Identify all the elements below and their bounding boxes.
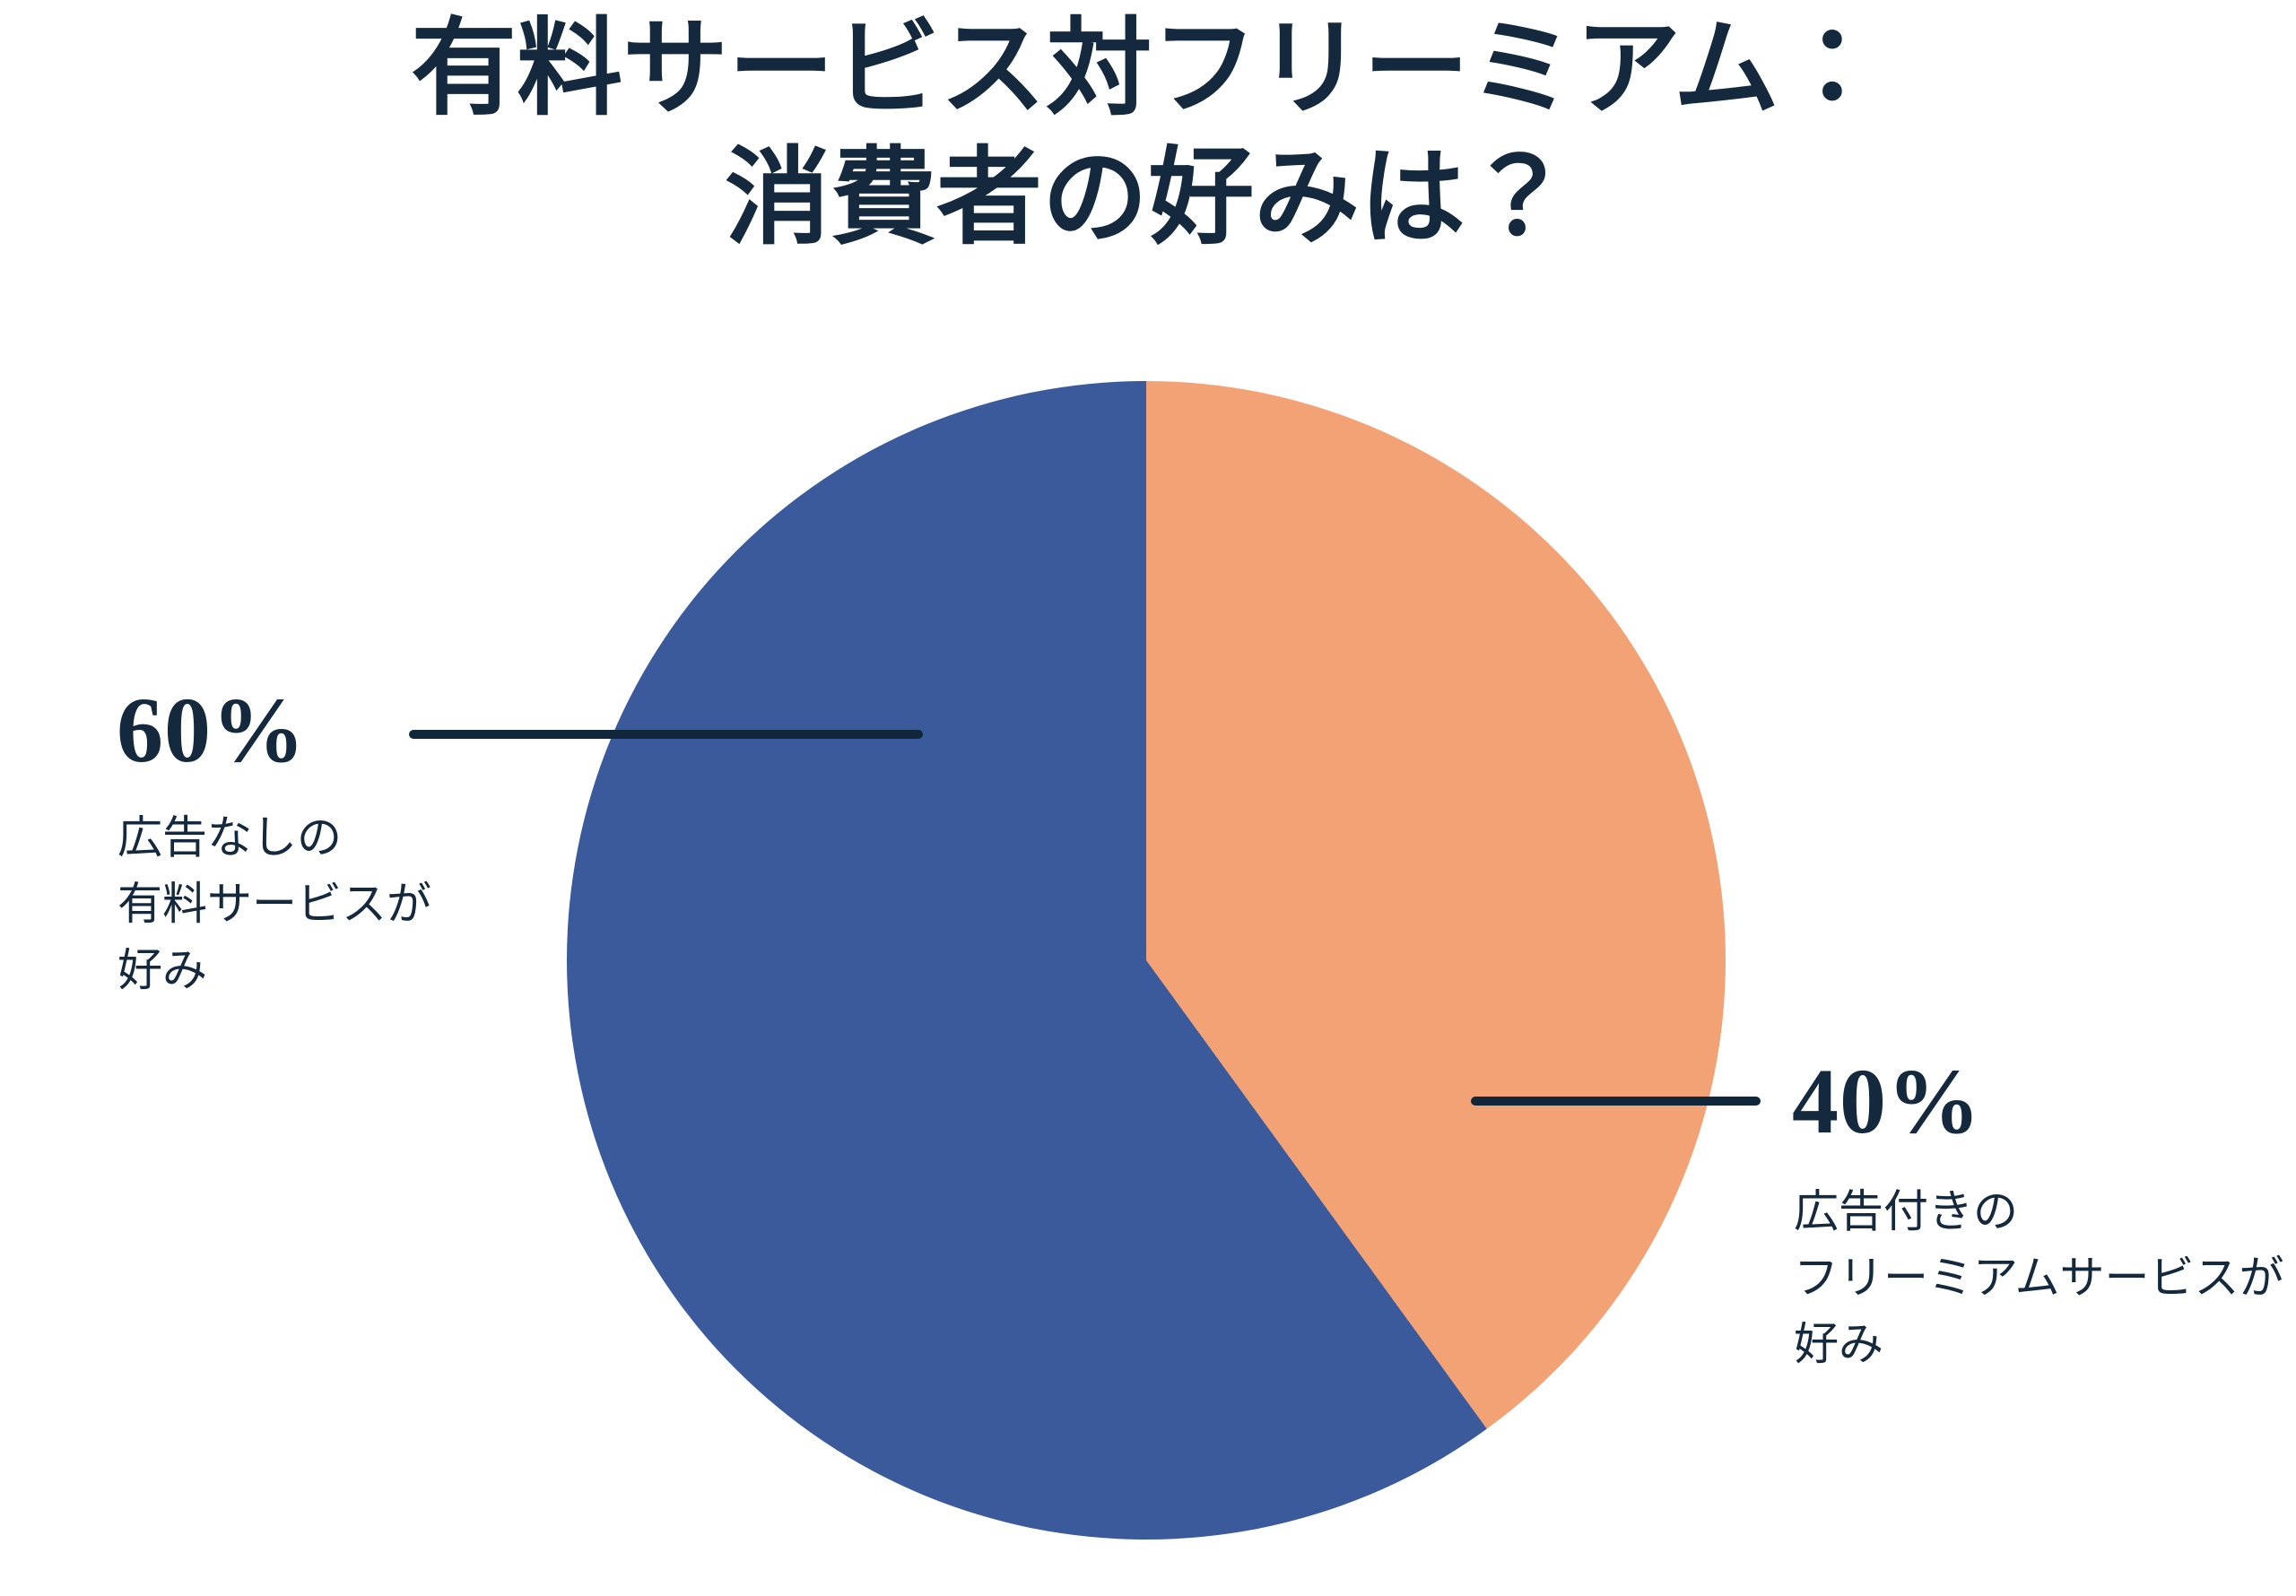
right-caption: 広告付きの フリーミアムサービスが 好み [1794, 1178, 2284, 1377]
left-caption: 広告なしの 有料サービスが 好み [117, 804, 431, 1003]
right-caption-line-2: フリーミアムサービスが [1794, 1253, 2284, 1303]
left-caption-line-3: 好み [117, 945, 207, 995]
right-caption-line-1: 広告付きの [1794, 1186, 2018, 1236]
left-caption-line-1: 広告なしの [117, 812, 342, 863]
left-leader-line [409, 730, 923, 739]
right-leader-line [1471, 1097, 1761, 1106]
right-caption-line-3: 好み [1794, 1319, 1883, 1369]
left-percent-label: 60% [117, 679, 306, 782]
page-title: 有料サービス対フリーミアム： 消費者の好みは？ [0, 5, 2296, 264]
pie-chart [567, 381, 1726, 1540]
title-line-2: 消費者の好みは？ [724, 138, 1571, 257]
left-caption-line-2: 有料サービスが [117, 879, 431, 929]
right-percent-label: 40% [1792, 1050, 1981, 1153]
title-line-1: 有料サービス対フリーミアム： [411, 10, 1885, 128]
